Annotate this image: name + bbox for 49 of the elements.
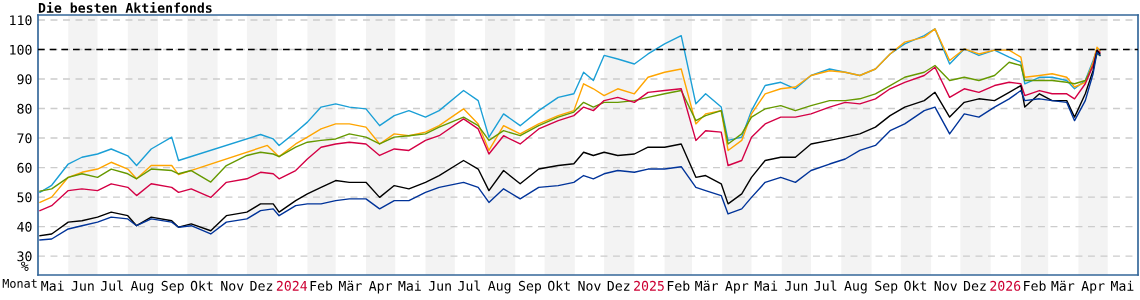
x-tick-label: Nov xyxy=(934,281,957,291)
y-tick-label: 40 xyxy=(17,221,32,232)
y-axis-title: % xyxy=(21,261,29,271)
x-tick-label: Mai xyxy=(754,280,778,291)
x-axis-title: Monat xyxy=(2,279,37,288)
x-tick-label: Jun xyxy=(428,281,451,291)
x-tick-label: Nov xyxy=(578,281,601,291)
x-tick-label: Jun xyxy=(71,281,94,291)
x-tick-label: Okt xyxy=(190,280,213,291)
x-tick-label: Okt xyxy=(548,280,570,291)
x-tick-label: Dez xyxy=(250,281,273,291)
y-tick-label: 70 xyxy=(17,133,32,144)
chart-title: Die besten Aktienfonds xyxy=(38,1,212,13)
x-tick-label: Feb xyxy=(1024,280,1046,291)
x-tick-label: Feb xyxy=(310,280,333,291)
x-tick-label: Jul xyxy=(458,280,481,291)
y-tick-label: 90 xyxy=(17,74,32,85)
x-tick-label: Aug xyxy=(487,280,511,294)
x-tick-label: Jul xyxy=(814,280,837,291)
x-tick-label: Mär xyxy=(695,280,718,291)
x-tick-label: Dez xyxy=(607,281,630,291)
x-tick-label: Jun xyxy=(785,281,808,291)
x-tick-label: Jul xyxy=(100,280,123,291)
y-tick-label: 50 xyxy=(17,192,32,203)
y-tick-label: 30 xyxy=(17,251,32,262)
x-tick-label: Mai xyxy=(398,280,421,291)
x-tick-label: Aug xyxy=(844,280,867,294)
x-tick-label: Sep xyxy=(875,280,898,294)
x-tick-label: Nov xyxy=(221,281,244,291)
x-tick-label: Mär xyxy=(338,280,362,291)
y-tick-label: 110 xyxy=(10,15,32,26)
x-tick-label: Dez xyxy=(963,281,986,291)
x-tick-label: Sep xyxy=(518,280,542,294)
x-tick-label: Mär xyxy=(1051,280,1075,291)
x-tick-label: 2025 xyxy=(634,280,664,291)
x-tick-label: Mai xyxy=(41,280,64,291)
x-tick-label: Apr xyxy=(725,281,749,294)
x-tick-label: Aug xyxy=(130,280,154,294)
x-tick-label: Mai xyxy=(1111,280,1134,291)
x-tick-label: Okt xyxy=(904,280,927,291)
x-tick-label: 2026 xyxy=(990,280,1021,291)
x-tick-label: Apr xyxy=(1081,281,1105,294)
x-tick-label: 2024 xyxy=(276,280,308,291)
x-tick-label: Sep xyxy=(161,280,184,294)
y-tick-label: 100 xyxy=(10,44,32,55)
y-tick-label: 60 xyxy=(17,162,32,173)
y-tick-label: 80 xyxy=(17,103,32,114)
x-tick-label: Feb xyxy=(667,280,690,291)
x-tick-label: Apr xyxy=(368,281,392,294)
